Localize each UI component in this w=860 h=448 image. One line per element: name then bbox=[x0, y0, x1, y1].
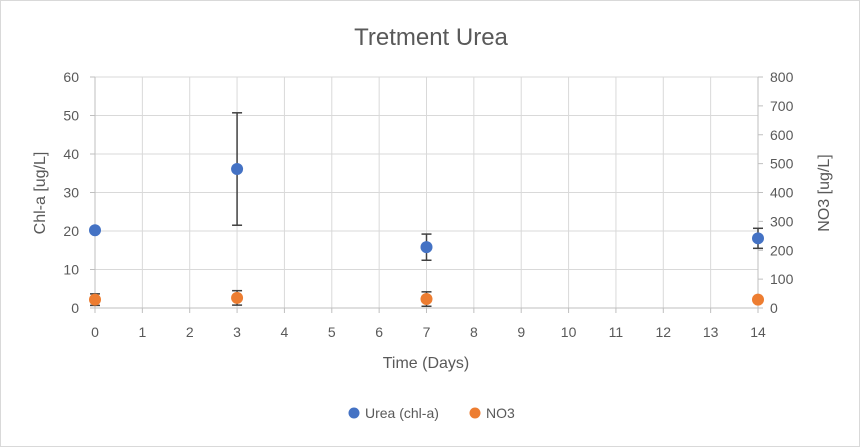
legend-label: NO3 bbox=[486, 405, 515, 421]
y2-tick-label: 400 bbox=[770, 185, 794, 201]
data-point-no3 bbox=[420, 293, 433, 306]
y2-tick-label: 800 bbox=[770, 69, 794, 85]
y2-tick-label: 600 bbox=[770, 127, 794, 143]
data-point-no3 bbox=[752, 293, 764, 306]
x-tick-label: 3 bbox=[233, 324, 241, 340]
y2-axis-title: NO3 [ug/L] bbox=[816, 154, 833, 231]
data-point-urea bbox=[89, 224, 101, 237]
x-tick-label: 11 bbox=[609, 324, 624, 340]
x-tick-label: 8 bbox=[470, 324, 478, 340]
legend-marker bbox=[348, 407, 360, 419]
x-tick-label: 10 bbox=[561, 324, 577, 340]
data-point-urea bbox=[420, 241, 433, 254]
y2-tick-label: 700 bbox=[770, 98, 794, 114]
data-point-no3 bbox=[89, 293, 101, 306]
y2-tick-label: 200 bbox=[770, 242, 794, 258]
x-tick-label: 5 bbox=[328, 324, 336, 340]
y-tick-label: 50 bbox=[63, 108, 79, 124]
x-axis-title: Time (Days) bbox=[383, 355, 470, 372]
y-tick-label: 0 bbox=[71, 300, 79, 316]
legend-label: Urea (chl-a) bbox=[365, 405, 439, 421]
x-tick-label: 1 bbox=[138, 324, 146, 340]
x-tick-label: 9 bbox=[517, 324, 525, 340]
data-marks bbox=[89, 112, 764, 308]
x-tick-label: 12 bbox=[655, 324, 671, 340]
data-point-urea bbox=[752, 232, 764, 245]
legend-marker bbox=[469, 407, 481, 419]
y2-tick-label: 300 bbox=[770, 213, 794, 229]
y-tick-label: 30 bbox=[63, 185, 79, 201]
x-tick-label: 13 bbox=[703, 324, 719, 340]
x-tick-label: 6 bbox=[375, 324, 383, 340]
data-point-no3 bbox=[231, 291, 244, 304]
y-axis-title: Chl-a [ug/L] bbox=[32, 152, 49, 235]
y-tick-label: 10 bbox=[63, 262, 79, 278]
y2-tick-label: 0 bbox=[770, 300, 778, 316]
y-tick-label: 20 bbox=[63, 223, 79, 239]
grid bbox=[94, 76, 759, 309]
data-point-urea bbox=[231, 163, 244, 176]
x-tick-label: 7 bbox=[423, 324, 431, 340]
legend: Urea (chl-a) NO3 bbox=[348, 405, 515, 421]
x-tick-label: 14 bbox=[750, 324, 766, 340]
y2-tick-label: 500 bbox=[770, 156, 794, 172]
x-tick-label: 2 bbox=[186, 324, 194, 340]
y-tick-label: 40 bbox=[63, 146, 79, 162]
x-tick-label: 4 bbox=[281, 324, 289, 340]
y-tick-label: 60 bbox=[63, 69, 79, 85]
x-tick-label: 0 bbox=[91, 324, 99, 340]
chart-title: Tretment Urea bbox=[354, 24, 508, 51]
y2-tick-label: 100 bbox=[770, 271, 794, 287]
